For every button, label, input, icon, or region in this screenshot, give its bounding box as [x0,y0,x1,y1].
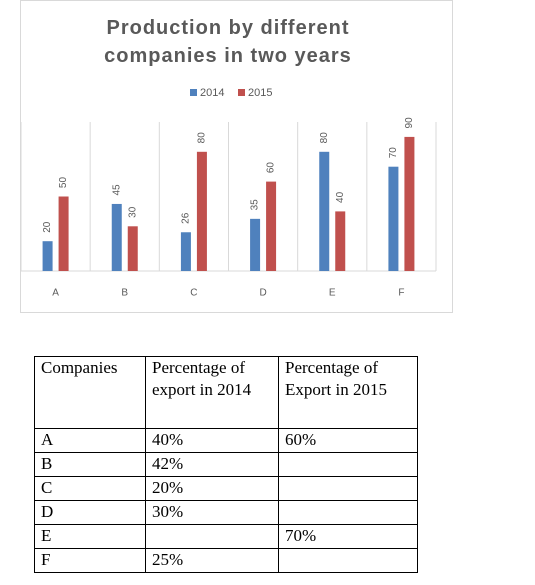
chart-title: Production by different companies in two… [104,17,352,67]
table-cell: 40% [145,428,279,453]
data-label: 26 [181,212,192,224]
table-cell: E [34,524,146,549]
bar [111,203,122,271]
data-label: 45 [111,184,122,196]
bar [58,196,69,271]
table-cell [278,452,418,477]
x-tick-label: C [190,288,197,299]
data-label: 35 [250,199,261,211]
legend-swatch [238,89,245,96]
bar [388,166,399,271]
data-table: Companies Percentage of export in 2014 Per… [34,356,418,573]
bar [404,136,415,271]
table-cell [278,476,418,501]
bar [196,151,207,271]
data-label: 20 [42,221,53,233]
x-tick-label: E [329,288,336,299]
table-cell: Percentage of export in 2014 [145,356,279,429]
legend-swatch [190,89,197,96]
table-cell: 30% [145,500,279,525]
chart: 2014 2015 A 20 50 B 45 30 C 26 80 D 35 60 E 80 40 F 70 90 [20,0,453,313]
table-cell: D [34,500,146,525]
table-row: B 42% [34,452,418,477]
table-row: C 20% [34,476,418,501]
table-cell: Companies [34,356,146,429]
x-tick-label: B [121,288,128,299]
data-label: 40 [335,191,346,203]
bar [319,151,330,271]
table-cell: 60% [278,428,418,453]
table-cell: 20% [145,476,279,501]
data-label: 80 [197,132,208,144]
data-label: 60 [266,162,277,174]
table-row: D 30% [34,500,418,525]
bar [42,241,53,271]
bar [127,226,138,271]
table-cell: 42% [145,452,279,477]
bar [180,232,191,271]
legend-label: 2014 [200,87,224,99]
table-cell: A [34,428,146,453]
table-row: A 40% 60% [34,428,418,453]
data-label: 70 [388,147,399,159]
bar [250,218,261,271]
table-cell: 25% [145,548,279,573]
table-row: E 70% [34,524,418,549]
x-tick-label: A [52,288,59,299]
legend-label: 2015 [248,87,272,99]
data-label: 30 [127,206,138,218]
table-cell: 70% [278,524,418,549]
table-row: Companies Percentage of export in 2014 Per… [34,356,418,429]
data-label: 80 [319,132,330,144]
table-cell [278,548,418,573]
table-cell: F [34,548,146,573]
table-cell: Percentage of Export in 2015 [278,356,418,429]
data-label: 90 [404,117,415,129]
x-tick-label: F [398,288,404,299]
table-cell [145,524,279,549]
table-cell: B [34,452,146,477]
table-cell [278,500,418,525]
table-row: F 25% [34,548,418,573]
x-tick-label: D [259,288,266,299]
bar [335,211,346,271]
data-label: 50 [58,177,69,189]
bar [266,181,277,271]
table-cell: C [34,476,146,501]
